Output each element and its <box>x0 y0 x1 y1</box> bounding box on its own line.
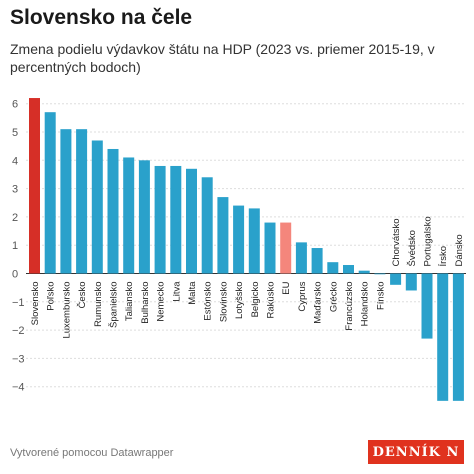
footer-credit: Vytvorené pomocou Datawrapper <box>10 447 174 459</box>
logo-text: DENNÍK N <box>372 444 460 460</box>
category-label: Litva <box>171 281 182 302</box>
category-label: Chorvátsko <box>391 218 402 266</box>
bar <box>437 273 449 401</box>
chart-subtitle: Zmena podielu výdavkov štátu na HDP (202… <box>10 41 435 75</box>
y-tick-label: −2 <box>12 325 25 337</box>
bar <box>311 248 323 274</box>
dennik-n-logo: DENNÍK N <box>368 440 464 464</box>
category-label: Taliansko <box>124 282 135 322</box>
y-tick-label: 3 <box>12 184 18 196</box>
y-axis-ticks: 6 5 4 3 2 1 0 −1 −2 −3 −4 <box>12 99 25 394</box>
bar <box>123 157 135 274</box>
category-label: Rakúsko <box>266 282 277 319</box>
bar <box>280 222 292 274</box>
y-tick-label: 6 <box>12 99 18 111</box>
bar <box>374 273 386 275</box>
bar <box>405 273 417 291</box>
bar <box>44 112 56 274</box>
y-tick-label: −3 <box>12 353 25 365</box>
y-tick-label: 0 <box>12 269 18 281</box>
y-tick-label: 4 <box>12 155 18 167</box>
bar <box>186 168 197 274</box>
bar <box>154 165 166 274</box>
category-label: Holandsko <box>360 282 371 327</box>
category-label: Bulharsko <box>140 282 151 324</box>
category-label: Dánsko <box>454 234 465 266</box>
category-label: Španielsko <box>109 282 120 328</box>
bar <box>76 129 88 274</box>
category-label: EU <box>281 281 292 294</box>
category-label: Estónsko <box>203 282 214 321</box>
bar <box>295 242 307 274</box>
y-tick-label: −1 <box>12 297 25 309</box>
bar <box>170 165 182 274</box>
category-label: Luxembursko <box>61 282 72 339</box>
bar <box>248 208 260 274</box>
category-label: Lotyšsko <box>234 282 245 320</box>
category-label: Slovensko <box>30 282 41 326</box>
bar <box>233 205 245 274</box>
category-label: Rumunsko <box>93 282 104 327</box>
bar <box>264 222 276 274</box>
category-label: Grécko <box>328 282 339 313</box>
bar <box>107 148 119 274</box>
bar <box>390 273 402 285</box>
category-label: Malta <box>187 281 198 305</box>
bar <box>201 177 213 274</box>
category-label: Nemecko <box>156 282 167 322</box>
bar <box>327 262 339 274</box>
category-label: Slovinsko <box>218 282 229 323</box>
bar <box>29 98 40 274</box>
chart-title: Slovensko na čele <box>10 6 193 29</box>
bar <box>421 273 433 339</box>
bar <box>138 160 150 274</box>
category-label: Maďarsko <box>313 282 324 324</box>
y-tick-label: 1 <box>12 240 18 252</box>
y-tick-label: −4 <box>12 382 25 394</box>
category-label: Švédsko <box>407 230 418 266</box>
y-tick-label: 5 <box>12 127 18 139</box>
bar <box>60 129 72 274</box>
category-label: Francúzsko <box>344 282 355 331</box>
category-label: Poľsko <box>46 282 57 311</box>
category-labels: Slovensko Poľsko Luxembursko Česko Rumunsko Š… <box>30 216 465 338</box>
bar <box>358 270 370 274</box>
bar <box>91 140 103 274</box>
bar <box>452 273 464 401</box>
y-tick-label: 2 <box>12 212 18 224</box>
category-label: Írsko <box>438 246 449 267</box>
category-label: Fínsko <box>375 282 386 311</box>
category-label: Česko <box>77 282 88 309</box>
category-label: Cyprus <box>297 281 308 311</box>
category-label: Portugalsko <box>423 216 434 266</box>
bar <box>343 265 354 274</box>
category-label: Belgicko <box>250 282 261 318</box>
bars <box>29 98 464 401</box>
bar <box>217 197 229 274</box>
